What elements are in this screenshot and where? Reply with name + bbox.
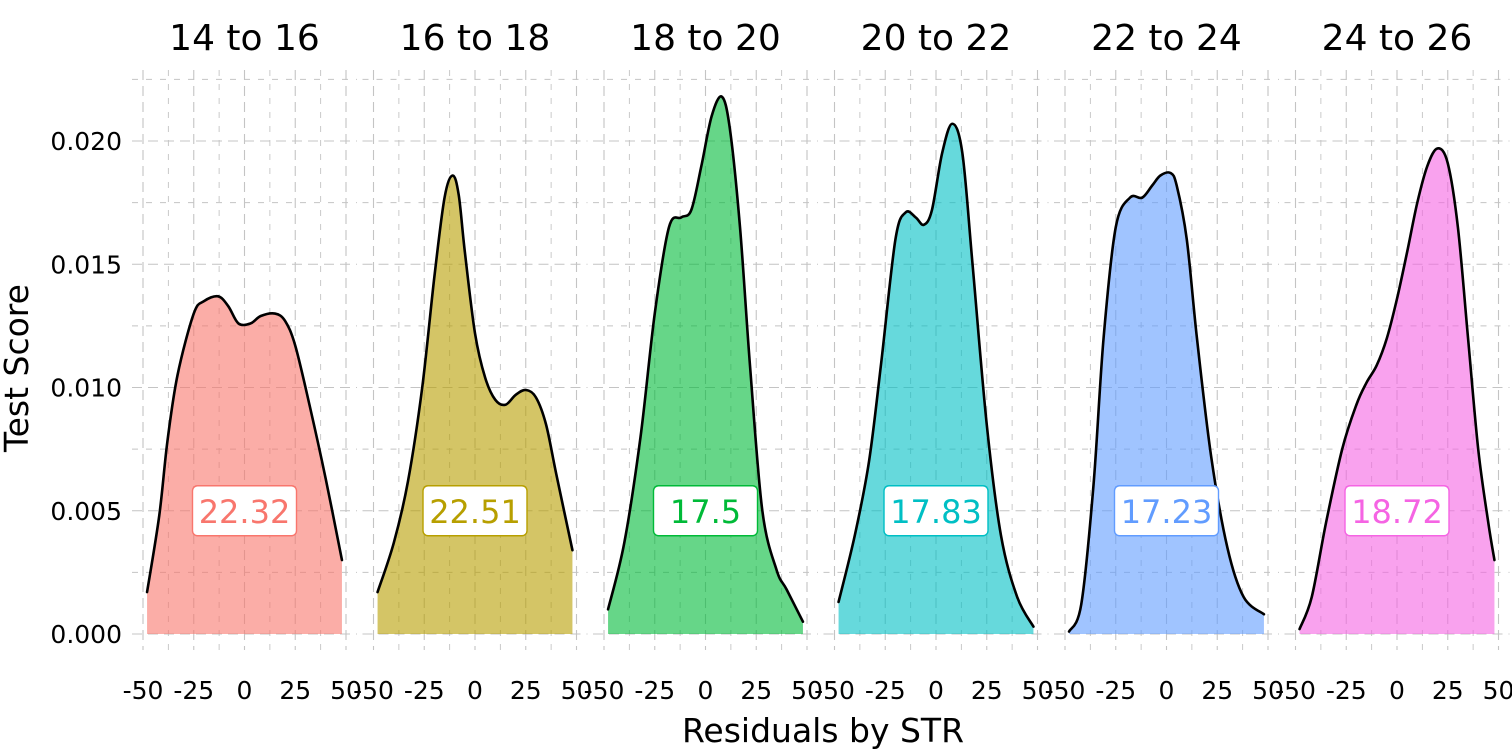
x-tick-label: -50 [584,676,625,705]
panel-title: 16 to 18 [400,18,551,59]
y-tick-label: 0.020 [50,127,122,156]
value-label: 17.23 [1121,493,1213,531]
value-label: 17.5 [670,493,741,531]
x-tick-label: 50 [791,676,823,705]
y-axis-title: Test Score [0,284,36,453]
x-tick-label: 0 [1159,676,1175,705]
x-tick-label: -25 [865,676,906,705]
x-tick-label: 25 [971,676,1003,705]
density-curve [606,95,805,623]
x-tick-label: -25 [1095,676,1136,705]
value-label-box [1344,485,1450,537]
value-label: 17.83 [890,493,982,531]
x-tick-label: 25 [1201,676,1233,705]
value-label-box [1113,485,1220,537]
x-tick-label: -25 [404,676,445,705]
panel-title: 20 to 22 [861,18,1012,59]
x-tick-label: -25 [173,676,214,705]
y-tick-label: 0.015 [50,250,122,279]
value-label-box [883,485,989,537]
panel-title: 14 to 16 [169,18,320,59]
facet-panel: 24 to 26 -50 -25 0 25 50 18.72 [1275,18,1512,705]
facet-panel: 16 to 18 -50 -25 0 25 50 22.51 [353,18,592,705]
panel-title: 18 to 20 [630,18,781,59]
x-tick-label: 0 [928,676,944,705]
density-area [608,96,803,635]
x-axis-title: Residuals by STR [682,711,964,750]
x-tick-label: 50 [330,676,362,705]
x-tick-label: 25 [1432,676,1464,705]
panel-title: 22 to 24 [1091,18,1242,59]
facet-panel: 22 to 24 -50 -25 0 25 50 17.23 [1045,18,1284,705]
x-tick-label: 0 [237,676,253,705]
density-curve [1067,171,1266,633]
density-curve [376,174,574,594]
x-tick-label: -50 [814,676,855,705]
y-tick-label: 0.005 [50,497,122,526]
facet-panel: 18 to 20 -50 -25 0 25 50 17.5 [584,18,823,705]
value-label-box [652,485,759,537]
x-tick-label: 50 [561,676,593,705]
x-tick-label: 25 [510,676,542,705]
value-label: 22.51 [429,493,521,531]
value-label-box [191,485,298,537]
x-tick-label: -50 [1275,676,1316,705]
x-tick-label: -25 [634,676,675,705]
density-curve [145,294,344,594]
x-tick-label: 0 [467,676,483,705]
x-tick-label: -25 [1326,676,1367,705]
x-tick-label: 50 [1252,676,1284,705]
x-tick-label: -50 [353,676,394,705]
density-area [377,175,573,635]
facet-panel: 14 to 16 -50 -25 0 25 50 22.32 [123,18,362,705]
y-tick-label: 0.000 [50,620,122,649]
density-curve [1298,147,1496,631]
value-label-box [422,485,528,537]
panel-title: 24 to 26 [1322,18,1473,59]
x-tick-label: 50 [1483,676,1512,705]
x-tick-label: 25 [740,676,772,705]
value-label: 18.72 [1351,493,1443,531]
x-tick-label: 0 [698,676,714,705]
facet-panel: 20 to 22 -50 -25 0 25 50 17.83 [814,18,1053,705]
y-axis: 0.000 0.005 0.010 0.015 0.020 [50,127,122,649]
x-tick-label: 50 [1022,676,1054,705]
value-label: 22.32 [199,493,291,531]
x-tick-label: 25 [279,676,311,705]
y-tick-label: 0.010 [50,374,122,403]
x-tick-label: 0 [1389,676,1405,705]
density-curve [837,122,1035,628]
x-tick-label: -50 [1045,676,1086,705]
x-tick-label: -50 [123,676,164,705]
density-area [147,296,342,634]
